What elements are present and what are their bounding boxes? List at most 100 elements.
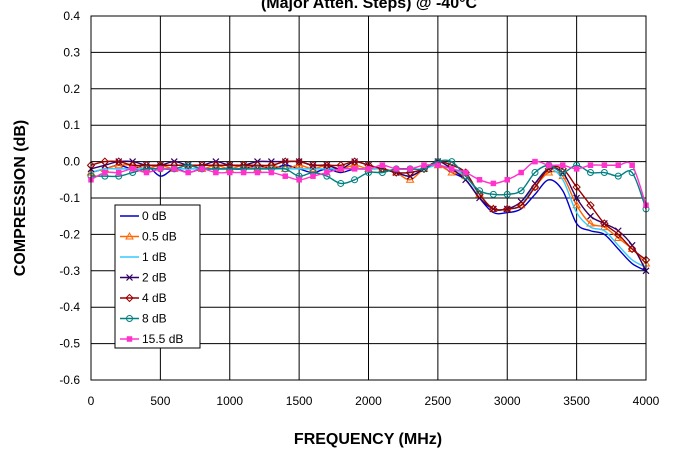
legend-item: 2 dB [120,271,167,285]
data-point [517,187,525,195]
data-point [544,168,554,176]
data-point [351,166,358,172]
data-point [587,212,594,220]
y-tick-label: 0.2 [63,82,80,96]
data-point [338,166,344,172]
x-tick-label: 2500 [425,394,452,408]
data-point [184,161,192,169]
y-tick-label: 0.3 [63,45,80,59]
legend-item: 4 dB [120,291,167,305]
data-point [324,169,330,176]
data-point [281,157,290,166]
data-point [627,244,637,254]
data-point [560,162,566,168]
data-point [227,169,233,176]
x-tick-label: 1500 [286,394,313,408]
x-tick-label: 0 [88,394,95,408]
data-point [587,162,594,168]
data-point [531,169,539,177]
data-point [421,162,427,168]
legend-marker [126,315,133,322]
chart-title: (Major Atten. Steps) @ -40°C [261,0,478,12]
data-point [475,189,484,198]
legend-item: 1 dB [120,250,167,264]
x-tick-label: 3000 [494,394,521,408]
data-point [613,233,623,242]
y-tick-label: -0.1 [59,191,80,205]
data-point [407,166,413,172]
x-tick-label: 500 [150,394,170,408]
data-point [504,177,510,183]
data-point [503,204,512,214]
x-tick-label: 2000 [355,394,382,408]
data-point [365,166,372,172]
y-tick-label: 0.0 [63,155,80,169]
data-point [615,162,621,168]
legend-item: 15.5 dB [120,332,183,346]
data-point [281,165,289,173]
y-tick-labels: 0.4 0.3 0.2 0.1 0.0 -0.1 -0.2 -0.3 -0.4 -0.5 -0.6 [59,9,80,387]
data-point [393,166,399,172]
legend-label: 0.5 dB [142,230,177,244]
data-point [572,200,581,209]
data-point [405,175,415,183]
data-point [100,157,110,166]
data-point [449,166,455,172]
legend-marker [126,274,133,281]
y-tick-label: -0.3 [59,264,80,278]
data-point [116,169,122,176]
legend-item: 8 dB [120,312,167,326]
legend-item: 0.5 dB [120,230,177,244]
legend-item: 0 dB [120,209,167,223]
data-point [489,190,497,198]
y-tick-label: -0.2 [59,227,80,241]
data-point [546,162,552,168]
legend-label: 0 dB [142,209,167,223]
legend-label: 8 dB [142,312,167,326]
data-point [294,160,304,169]
data-point [462,169,469,176]
data-point [143,169,150,176]
data-point [337,179,345,187]
data-point [490,180,497,187]
legend-marker [125,232,134,240]
data-point [518,169,524,176]
data-point [629,162,635,168]
data-point [254,169,261,176]
data-point [268,169,275,176]
series-15-5-db [88,158,649,209]
data-point [601,162,608,168]
legend: 0 dB 0.5 dB 1 dB 2 dB 4 dB 8 dB 15.5 dB [114,204,201,349]
series-line [90,159,647,210]
data-point [322,161,332,170]
data-point [240,169,247,176]
data-point [516,200,526,209]
data-point [294,157,304,166]
data-point [573,194,581,202]
legend-marker [125,293,134,303]
data-point [600,169,608,177]
x-tick-labels: 0 500 1000 1500 2000 2500 3000 3500 4000 [88,394,660,408]
data-point [447,168,457,176]
y-tick-label: -0.4 [59,300,80,314]
data-point [351,176,359,184]
plot-border [90,15,647,381]
data-point [310,173,316,179]
data-point [282,173,288,179]
data-point [586,201,595,210]
data-point [213,169,219,176]
y-axis-title: COMPRESSION (dB) [12,120,29,276]
x-tick-label: 3500 [563,394,590,408]
legend-marker [126,336,133,342]
data-point [102,169,108,176]
legend-label: 1 dB [142,250,167,264]
data-point [532,158,538,165]
data-point [378,169,386,177]
data-point [503,190,511,198]
data-point [448,158,456,166]
data-point [114,157,123,166]
data-point [600,219,609,228]
data-point [476,187,483,195]
data-point [559,169,567,177]
